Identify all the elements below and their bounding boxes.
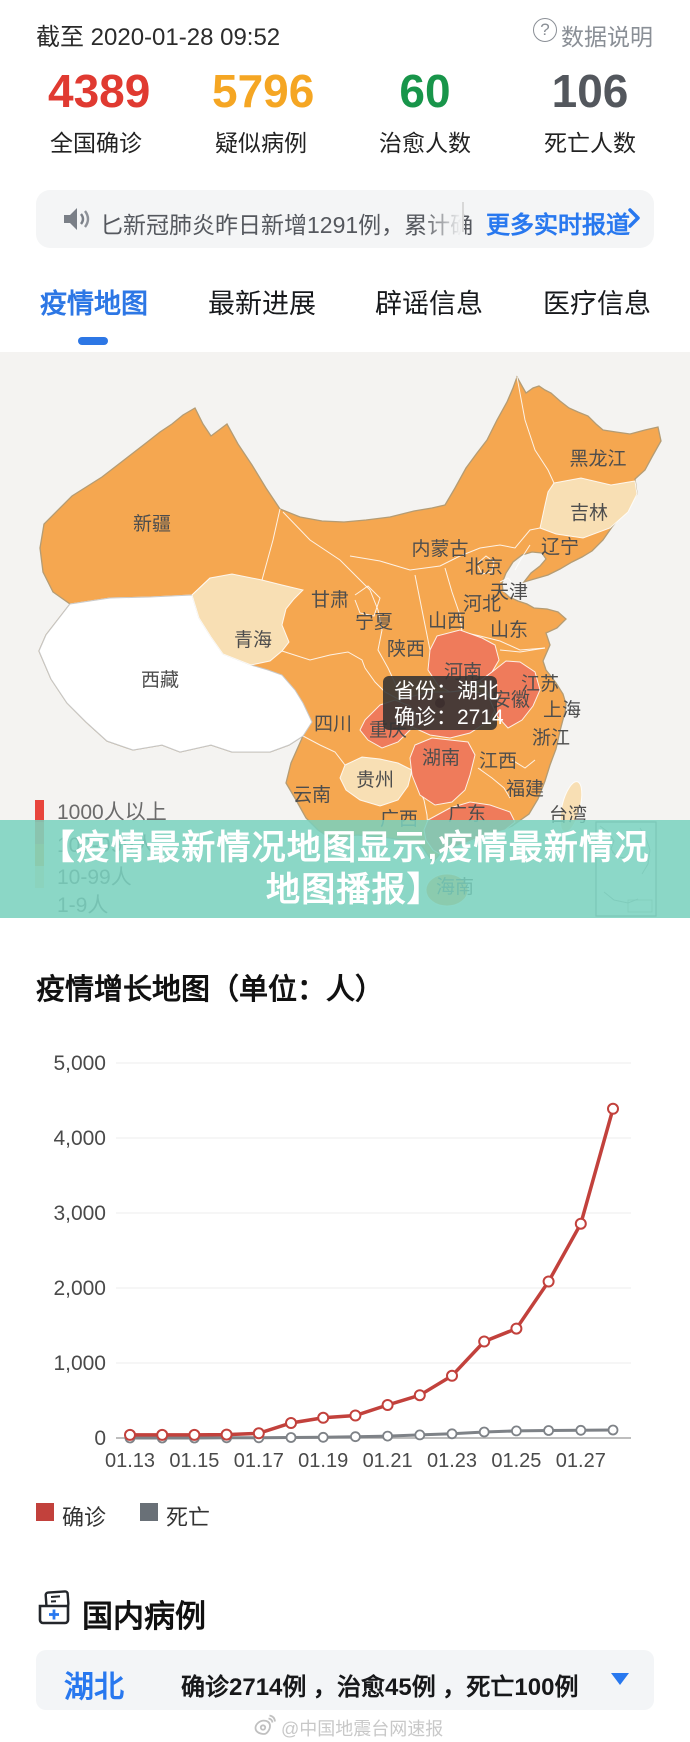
svg-text:甘肃: 甘肃 bbox=[311, 589, 349, 611]
svg-text:01.23: 01.23 bbox=[427, 1450, 477, 1472]
svg-text:宁夏: 宁夏 bbox=[355, 611, 393, 633]
svg-text:广东: 广东 bbox=[448, 803, 486, 825]
svg-text:4,000: 4,000 bbox=[53, 1127, 106, 1150]
svg-text:陕西: 陕西 bbox=[387, 638, 425, 660]
svg-text:内蒙古: 内蒙古 bbox=[411, 538, 468, 560]
svg-text:黑龙江: 黑龙江 bbox=[569, 448, 626, 470]
svg-text:辽宁: 辽宁 bbox=[541, 536, 579, 558]
svg-text:省份：湖北: 省份：湖北 bbox=[394, 680, 499, 703]
svg-text:浙江: 浙江 bbox=[532, 727, 570, 749]
svg-text:河北: 河北 bbox=[463, 593, 501, 615]
svg-text:吉林: 吉林 bbox=[570, 502, 608, 524]
svg-text:1000人以上: 1000人以上 bbox=[57, 801, 167, 824]
svg-text:西藏: 西藏 bbox=[141, 669, 179, 691]
svg-text:山西: 山西 bbox=[428, 610, 466, 632]
svg-text:四川: 四川 bbox=[314, 714, 352, 735]
svg-text:01.21: 01.21 bbox=[363, 1450, 413, 1472]
svg-text:新疆: 新疆 bbox=[133, 513, 171, 535]
svg-text:福建: 福建 bbox=[506, 778, 544, 800]
svg-text:01.13: 01.13 bbox=[105, 1450, 155, 1472]
svg-text:3,000: 3,000 bbox=[53, 1202, 106, 1225]
svg-text:北京: 北京 bbox=[465, 556, 503, 578]
svg-text:江苏: 江苏 bbox=[521, 673, 559, 695]
svg-text:01.19: 01.19 bbox=[298, 1450, 348, 1472]
svg-text:0: 0 bbox=[94, 1427, 106, 1450]
svg-text:云南: 云南 bbox=[293, 784, 331, 806]
svg-text:江西: 江西 bbox=[479, 750, 517, 772]
svg-text:01.17: 01.17 bbox=[234, 1450, 284, 1472]
svg-text:山东: 山东 bbox=[490, 619, 528, 641]
svg-text:1,000: 1,000 bbox=[53, 1352, 106, 1375]
svg-text:确诊：2714: 确诊：2714 bbox=[394, 706, 504, 729]
svg-text:01.15: 01.15 bbox=[169, 1450, 219, 1472]
svg-text:青海: 青海 bbox=[234, 629, 272, 651]
svg-text:湖南: 湖南 bbox=[422, 747, 460, 769]
svg-text:2,000: 2,000 bbox=[53, 1277, 106, 1300]
svg-text:5,000: 5,000 bbox=[53, 1052, 106, 1075]
svg-text:01.27: 01.27 bbox=[556, 1450, 606, 1472]
svg-text:上海: 上海 bbox=[543, 699, 581, 721]
svg-text:天津: 天津 bbox=[490, 581, 528, 603]
svg-text:贵州: 贵州 bbox=[356, 769, 394, 791]
svg-text:安徽: 安徽 bbox=[492, 689, 530, 711]
svg-text:01.25: 01.25 bbox=[491, 1450, 541, 1472]
